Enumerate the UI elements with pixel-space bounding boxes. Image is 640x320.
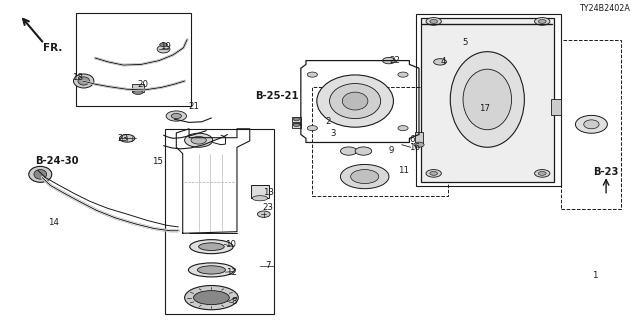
Ellipse shape	[398, 125, 408, 131]
Ellipse shape	[538, 20, 546, 23]
Ellipse shape	[307, 72, 317, 77]
Text: FR.: FR.	[44, 43, 63, 53]
Text: B-23: B-23	[593, 167, 619, 177]
Bar	[76, 13, 191, 107]
Ellipse shape	[293, 118, 300, 121]
Ellipse shape	[351, 170, 379, 184]
Text: 7: 7	[265, 261, 270, 270]
Bar	[415, 132, 423, 143]
Text: 8: 8	[231, 297, 237, 306]
Text: 10: 10	[225, 240, 236, 249]
Ellipse shape	[355, 147, 372, 155]
Ellipse shape	[340, 164, 389, 189]
Ellipse shape	[133, 91, 143, 94]
Ellipse shape	[430, 20, 438, 23]
Text: 21: 21	[188, 102, 199, 111]
Text: 12: 12	[227, 268, 237, 277]
Bar	[312, 87, 448, 196]
Text: 13: 13	[264, 188, 275, 197]
Text: B-25-21: B-25-21	[255, 91, 298, 101]
Text: B-24-30: B-24-30	[35, 156, 79, 166]
Ellipse shape	[166, 111, 186, 121]
Ellipse shape	[191, 136, 206, 144]
Text: 4: 4	[440, 57, 446, 66]
Ellipse shape	[120, 134, 135, 142]
Text: TY24B2402A: TY24B2402A	[579, 4, 630, 13]
Text: 11: 11	[397, 166, 408, 175]
Text: 22: 22	[390, 56, 401, 65]
Bar	[251, 186, 269, 198]
Text: 23: 23	[118, 134, 129, 143]
Ellipse shape	[575, 116, 607, 133]
Ellipse shape	[74, 74, 94, 88]
Ellipse shape	[29, 166, 52, 182]
Bar	[292, 123, 301, 127]
Ellipse shape	[342, 92, 368, 110]
Text: 23: 23	[262, 203, 273, 212]
Ellipse shape	[189, 240, 233, 254]
Ellipse shape	[184, 133, 212, 147]
Ellipse shape	[451, 52, 524, 147]
Ellipse shape	[317, 75, 394, 127]
Text: 20: 20	[137, 80, 148, 89]
Ellipse shape	[414, 142, 424, 147]
Ellipse shape	[172, 114, 181, 119]
Ellipse shape	[434, 59, 447, 65]
Text: 9: 9	[389, 146, 394, 155]
Bar	[166, 129, 274, 314]
Ellipse shape	[398, 72, 408, 77]
Ellipse shape	[426, 18, 442, 25]
Bar	[416, 14, 561, 186]
Bar	[551, 100, 561, 115]
Ellipse shape	[197, 266, 225, 274]
Bar	[561, 40, 621, 209]
Text: 18: 18	[72, 73, 83, 82]
Ellipse shape	[198, 243, 224, 251]
Text: 5: 5	[463, 38, 468, 47]
Text: 6: 6	[410, 135, 415, 144]
Ellipse shape	[160, 43, 168, 47]
Text: 16: 16	[409, 143, 420, 152]
Text: 17: 17	[479, 104, 490, 113]
Text: 19: 19	[160, 42, 171, 52]
Ellipse shape	[340, 147, 357, 155]
Text: 1: 1	[592, 271, 597, 280]
Ellipse shape	[188, 263, 234, 277]
Ellipse shape	[463, 69, 511, 130]
Text: 3: 3	[330, 129, 335, 138]
Ellipse shape	[157, 45, 170, 53]
Bar	[421, 18, 554, 182]
Ellipse shape	[383, 57, 396, 64]
Ellipse shape	[34, 170, 47, 179]
Ellipse shape	[430, 172, 438, 175]
Ellipse shape	[330, 84, 381, 119]
Ellipse shape	[293, 123, 300, 126]
Ellipse shape	[257, 211, 270, 217]
Bar	[292, 117, 301, 122]
Text: 2: 2	[326, 117, 331, 126]
Ellipse shape	[534, 170, 550, 177]
Ellipse shape	[584, 120, 599, 129]
Ellipse shape	[252, 196, 268, 201]
Ellipse shape	[78, 77, 90, 85]
Ellipse shape	[426, 170, 442, 177]
Ellipse shape	[538, 172, 546, 175]
Ellipse shape	[193, 291, 229, 305]
Text: 15: 15	[152, 157, 163, 166]
Text: 14: 14	[47, 218, 59, 227]
Ellipse shape	[534, 18, 550, 25]
Bar	[132, 84, 145, 92]
Ellipse shape	[184, 285, 238, 310]
Ellipse shape	[307, 125, 317, 131]
